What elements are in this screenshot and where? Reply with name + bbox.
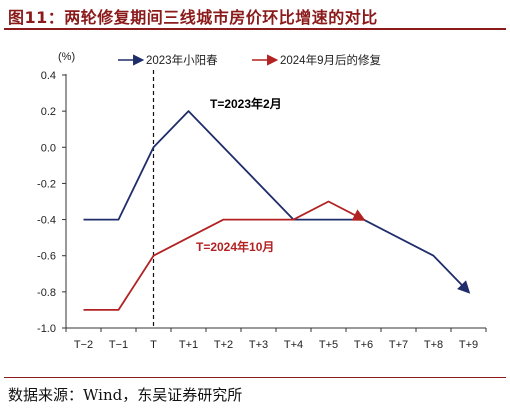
source-note: 数据来源：Wind，东吴证券研究所 (8, 386, 243, 404)
y-axis-ticks: 0.4 0.2 0.0 -0.2 -0.4 -0.6 -0.8 -1.0 (37, 70, 66, 335)
x-tick-label: T+2 (214, 339, 233, 351)
source-divider (4, 377, 506, 378)
x-tick-label: T+1 (179, 339, 198, 351)
annotation-2023: T=2023年2月 (210, 96, 282, 111)
series-line-2 (83, 200, 366, 311)
line-chart: (%) 2023年小阳春 2024年9月后的修复 0.4 0.2 0.0 -0.2 -0… (37, 51, 487, 351)
y-tick-label: 0.4 (41, 70, 56, 82)
y-tick-label: -0.4 (37, 215, 56, 227)
legend-label-series-2: 2024年9月后的修复 (280, 53, 381, 67)
x-tick-label: T+9 (459, 339, 478, 351)
annotation-2024: T=2024年10月 (196, 239, 274, 254)
y-tick-label: -0.6 (37, 251, 56, 263)
chart-title: 图11：两轮修复期间三线城市房价环比增速的对比 (8, 8, 378, 27)
y-tick-label: -0.8 (37, 287, 56, 299)
y-axis-unit-label: (%) (58, 51, 75, 63)
x-tick-label: T+5 (319, 339, 338, 351)
title-divider (4, 28, 506, 30)
y-tick-label: 0.0 (41, 142, 56, 154)
x-tick-label: T+3 (249, 339, 268, 351)
series-line-1 (83, 110, 471, 294)
x-tick-label: T−2 (74, 339, 93, 351)
y-tick-label: -0.2 (37, 178, 56, 190)
series-layer (83, 110, 471, 311)
x-axis-ticks: T−2 T−1 T T+1 T+2 T+3 T+4 T+5 T+6 T+7 T+8 T+9 (65, 328, 487, 351)
x-tick-label: T+7 (389, 339, 408, 351)
legend-label-series-1: 2023年小阳春 (146, 53, 218, 67)
x-tick-label: T+6 (354, 339, 373, 351)
legend: 2023年小阳春 2024年9月后的修复 (118, 53, 381, 67)
y-tick-label: -1.0 (37, 323, 56, 335)
x-tick-label: T+8 (424, 339, 443, 351)
x-tick-label: T+4 (284, 339, 303, 351)
y-tick-label: 0.2 (41, 106, 56, 118)
x-tick-label: T−1 (109, 339, 128, 351)
x-tick-label: T (150, 339, 157, 351)
